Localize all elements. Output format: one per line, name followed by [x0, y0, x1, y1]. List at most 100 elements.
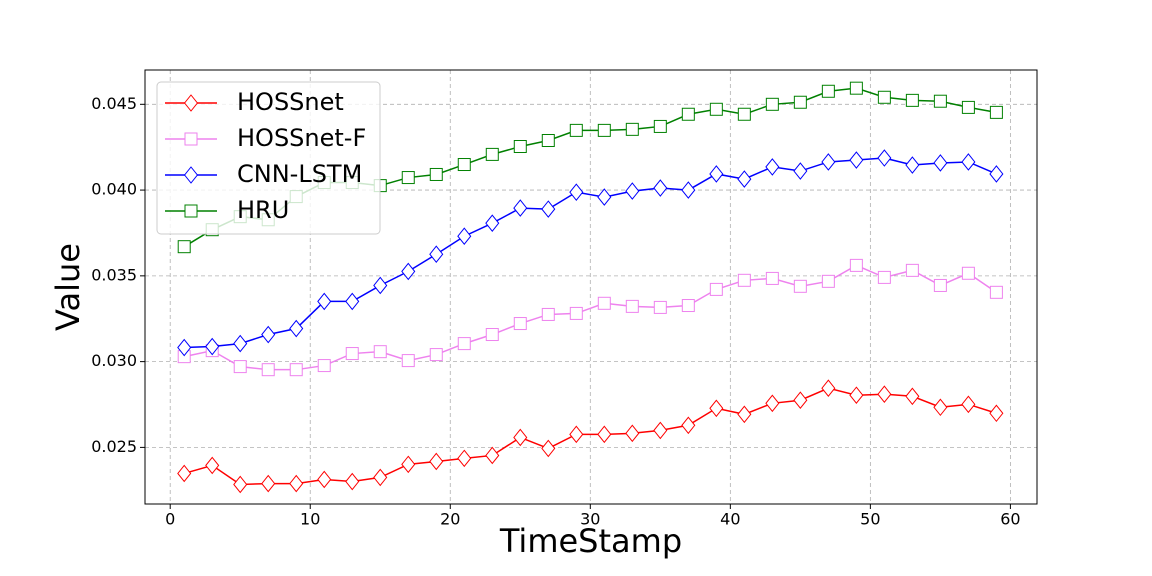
marker	[485, 446, 500, 465]
marker	[541, 439, 556, 458]
legend-marker	[184, 204, 198, 218]
marker	[289, 363, 303, 377]
marker	[541, 200, 556, 218]
x-tick-label: 30	[580, 510, 600, 529]
marker	[625, 122, 639, 136]
marker	[877, 385, 892, 404]
marker	[569, 425, 584, 444]
marker	[709, 282, 723, 296]
marker	[625, 299, 639, 313]
marker	[317, 359, 331, 373]
marker	[821, 379, 836, 398]
marker	[513, 317, 527, 331]
marker	[793, 391, 808, 410]
marker	[737, 405, 752, 424]
marker	[933, 398, 948, 417]
marker	[905, 387, 920, 406]
marker	[317, 292, 332, 311]
marker	[345, 347, 359, 361]
marker	[793, 95, 807, 109]
marker	[653, 179, 668, 197]
marker	[233, 475, 248, 494]
marker	[569, 123, 583, 137]
x-tick-label: 40	[720, 510, 740, 529]
marker	[737, 170, 752, 188]
marker	[849, 81, 863, 95]
legend-label: HRU	[237, 196, 289, 224]
marker	[793, 162, 808, 180]
marker	[989, 404, 1004, 423]
marker	[261, 474, 276, 493]
marker	[877, 90, 891, 104]
marker	[597, 188, 612, 206]
marker	[709, 165, 724, 183]
marker	[513, 199, 528, 217]
marker	[625, 424, 640, 443]
marker	[345, 472, 360, 491]
marker	[989, 105, 1003, 119]
marker	[401, 262, 416, 281]
marker	[765, 394, 780, 413]
legend-label: HOSSnet	[237, 88, 344, 116]
x-tick-label: 20	[440, 510, 460, 529]
marker	[205, 456, 220, 475]
plot-frame	[144, 69, 1038, 505]
legend-label: HOSSnet-F	[237, 124, 366, 152]
marker	[849, 258, 863, 272]
marker	[345, 292, 360, 311]
marker	[317, 470, 332, 489]
marker	[177, 338, 192, 357]
marker	[457, 449, 472, 468]
marker	[989, 165, 1004, 183]
marker	[849, 151, 864, 169]
marker	[793, 279, 807, 293]
marker	[261, 325, 276, 344]
y-tick-label: 0.025	[91, 437, 137, 456]
marker	[933, 154, 948, 172]
y-tick-label: 0.030	[91, 351, 137, 370]
marker	[681, 416, 696, 435]
y-axis-label: Value	[49, 243, 87, 331]
marker	[681, 107, 695, 121]
marker	[765, 271, 779, 285]
marker	[877, 149, 892, 167]
marker	[737, 107, 751, 121]
marker	[933, 278, 947, 292]
marker	[653, 421, 668, 440]
marker	[177, 464, 192, 483]
marker	[933, 94, 947, 108]
marker	[205, 337, 220, 356]
marker	[961, 153, 976, 171]
marker	[597, 296, 611, 310]
marker	[513, 428, 528, 447]
marker	[261, 363, 275, 377]
marker	[681, 181, 696, 199]
marker	[877, 270, 891, 284]
marker	[905, 156, 920, 174]
marker	[653, 300, 667, 314]
marker	[989, 285, 1003, 299]
marker	[429, 245, 444, 264]
marker	[233, 360, 247, 374]
marker	[457, 158, 471, 172]
marker	[905, 263, 919, 277]
marker	[373, 468, 388, 487]
x-tick-label: 60	[1000, 510, 1020, 529]
marker	[961, 100, 975, 114]
marker	[429, 348, 443, 362]
x-tick-label: 10	[300, 510, 320, 529]
marker	[177, 240, 191, 254]
marker	[653, 119, 667, 133]
y-tick-label: 0.045	[91, 94, 137, 113]
y-tick-label: 0.040	[91, 180, 137, 199]
marker	[429, 167, 443, 181]
marker	[541, 134, 555, 148]
marker	[821, 274, 835, 288]
marker	[737, 273, 751, 287]
marker	[709, 399, 724, 418]
marker	[429, 452, 444, 471]
legend-marker	[184, 132, 198, 146]
marker	[569, 306, 583, 320]
marker	[821, 153, 836, 171]
